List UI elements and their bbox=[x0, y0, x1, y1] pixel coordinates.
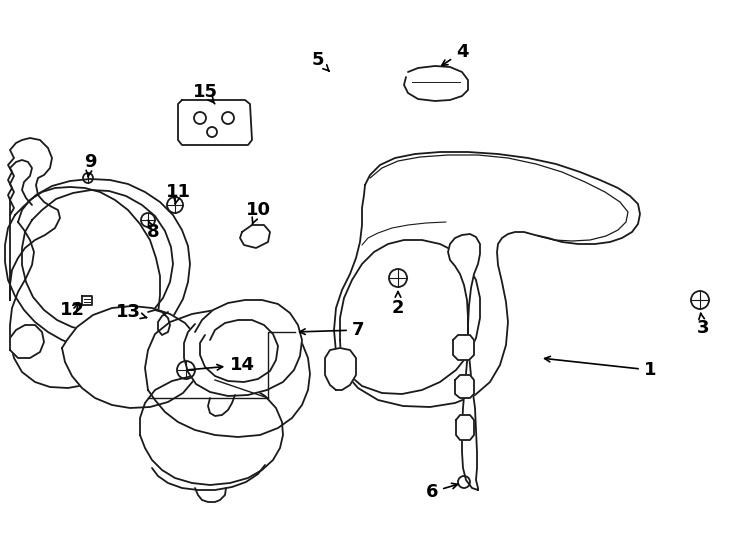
Text: 4: 4 bbox=[442, 43, 468, 65]
Polygon shape bbox=[200, 320, 278, 382]
Text: 9: 9 bbox=[84, 153, 96, 177]
Text: 6: 6 bbox=[426, 483, 457, 501]
Text: 5: 5 bbox=[312, 51, 329, 71]
Polygon shape bbox=[5, 179, 190, 349]
Polygon shape bbox=[240, 225, 270, 248]
Text: 7: 7 bbox=[299, 321, 364, 339]
Polygon shape bbox=[340, 240, 480, 394]
Polygon shape bbox=[404, 66, 468, 101]
Polygon shape bbox=[82, 296, 92, 305]
Polygon shape bbox=[453, 335, 474, 360]
Text: 1: 1 bbox=[545, 356, 656, 379]
Polygon shape bbox=[455, 375, 474, 398]
Polygon shape bbox=[145, 310, 310, 437]
Text: 13: 13 bbox=[115, 303, 147, 321]
Polygon shape bbox=[334, 152, 640, 407]
Text: 11: 11 bbox=[165, 183, 191, 204]
Polygon shape bbox=[140, 375, 283, 485]
Polygon shape bbox=[184, 300, 302, 396]
Text: 2: 2 bbox=[392, 292, 404, 317]
Text: 12: 12 bbox=[59, 301, 84, 319]
Polygon shape bbox=[8, 138, 60, 300]
Text: 15: 15 bbox=[192, 83, 217, 104]
Polygon shape bbox=[22, 190, 173, 332]
Text: 10: 10 bbox=[245, 201, 271, 225]
Polygon shape bbox=[10, 187, 160, 388]
Polygon shape bbox=[178, 100, 252, 145]
Polygon shape bbox=[10, 325, 44, 358]
Polygon shape bbox=[62, 306, 200, 408]
Text: 8: 8 bbox=[147, 220, 159, 241]
Polygon shape bbox=[448, 234, 480, 490]
Text: 3: 3 bbox=[697, 313, 709, 337]
Text: 14: 14 bbox=[189, 356, 255, 374]
Polygon shape bbox=[456, 415, 474, 440]
Polygon shape bbox=[325, 348, 356, 390]
